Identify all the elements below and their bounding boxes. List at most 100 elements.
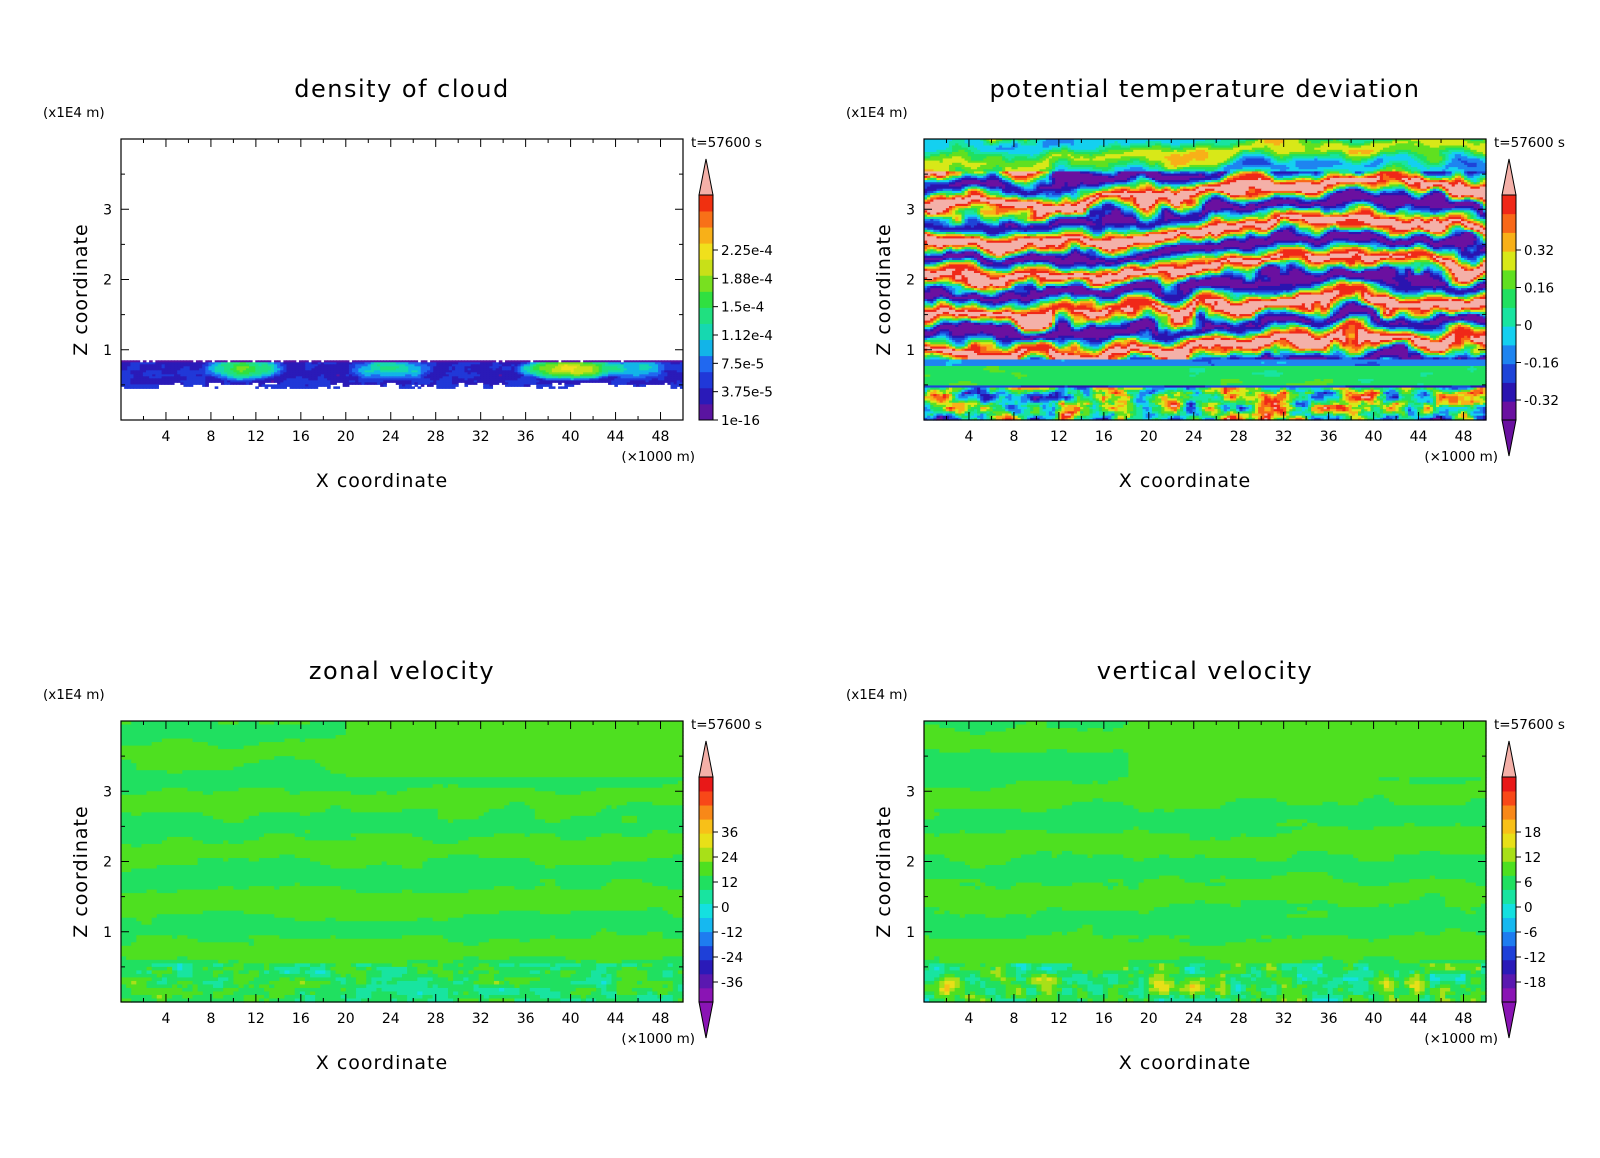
cloud-cell	[255, 364, 259, 367]
cloud-cell	[186, 362, 191, 365]
cloud-cell	[380, 360, 384, 363]
cloud-cell	[308, 364, 312, 367]
contour-field	[924, 139, 1487, 421]
cloud-cell	[167, 364, 172, 367]
cloud-cell	[423, 364, 428, 367]
cloud-cell	[270, 386, 275, 389]
cloud-cell	[414, 384, 419, 387]
cloud-cell	[583, 380, 587, 383]
cloud-cell	[430, 364, 434, 367]
cloud-cell	[448, 364, 453, 367]
cloud-cell	[458, 364, 462, 367]
cloud-cell	[302, 360, 306, 363]
cloud-cell	[352, 360, 356, 363]
cloud-cell	[636, 364, 640, 367]
cloud-cell	[174, 364, 178, 367]
cloud-cell	[267, 366, 272, 369]
cloud-cell	[333, 362, 337, 365]
cloud-cell	[542, 364, 547, 367]
cloud-cell	[261, 362, 266, 365]
cloud-cell	[517, 362, 522, 365]
cloud-cell	[186, 366, 191, 369]
cloud-cell	[583, 364, 587, 367]
cloud-cell	[195, 360, 200, 363]
cloud-cell	[576, 360, 581, 363]
cloud-cell	[336, 364, 341, 367]
cloud-cell	[526, 362, 531, 365]
cloud-cell	[230, 360, 234, 363]
cloud-cell	[192, 362, 197, 365]
cloud-cell	[470, 364, 475, 367]
cloud-cell	[270, 364, 275, 367]
cloud-cell	[199, 360, 203, 363]
colorbar-swatch	[699, 195, 713, 212]
cloud-cell	[483, 360, 487, 363]
cloud-cell	[489, 364, 494, 367]
cloud-cell	[355, 382, 359, 385]
cloud-cell	[202, 384, 206, 387]
cloud-cell	[451, 360, 456, 363]
colorbar-swatch	[699, 243, 713, 260]
cloud-cell	[501, 364, 506, 367]
cloud-cell	[280, 386, 284, 389]
cloud-cell	[558, 386, 562, 389]
cloud-cell	[286, 364, 291, 367]
cloud-cell	[327, 360, 331, 363]
cloud-cell	[408, 386, 412, 389]
cloud-cell	[130, 366, 134, 369]
cloud-cell	[423, 382, 428, 385]
colorbar-swatch	[699, 355, 713, 373]
cloud-cell	[227, 362, 231, 365]
cloud-cell	[214, 366, 219, 369]
cloud-cell	[205, 364, 209, 367]
cloud-cell	[417, 366, 422, 369]
cloud-cell	[242, 360, 247, 363]
cloud-cell	[461, 364, 465, 367]
cloud-cell	[267, 362, 272, 365]
cloud-cell	[570, 364, 575, 367]
cloud-cell	[317, 362, 322, 365]
cloud-cell	[208, 364, 213, 367]
colorbar-swatch	[699, 403, 713, 421]
cloud-cell	[220, 382, 225, 385]
cloud-cell	[433, 362, 437, 365]
cloud-cell	[298, 360, 303, 363]
cloud-cell	[661, 364, 665, 367]
cloud-cell	[364, 362, 369, 365]
cloud-cell	[367, 362, 372, 365]
cloud-cell	[224, 360, 228, 363]
cloud-cell	[373, 360, 378, 363]
cloud-cell	[411, 364, 415, 367]
cloud-cell	[408, 362, 412, 365]
cloud-cell	[286, 384, 291, 387]
cloud-cell	[402, 362, 406, 365]
cloud-cell	[548, 364, 553, 367]
cloud-cell	[230, 364, 234, 367]
cloud-cell	[348, 382, 353, 385]
cloud-cell	[183, 366, 188, 369]
cloud-cell	[142, 360, 147, 363]
cloud-cell	[398, 362, 403, 365]
cloud-cell	[433, 382, 437, 385]
cloud-cell	[386, 360, 391, 363]
cloud-cell	[361, 366, 366, 369]
cloud-cell	[545, 362, 550, 365]
cloud-cell	[152, 362, 156, 365]
cloud-cell	[455, 360, 459, 363]
cloud-cell	[133, 364, 138, 367]
cloud-cell	[180, 364, 184, 367]
cloud-cell	[336, 362, 341, 365]
cloud-cell	[536, 364, 540, 367]
cloud-cell	[423, 366, 428, 369]
cloud-cell	[570, 360, 575, 363]
cloud-cell	[280, 364, 284, 367]
cloud-cell	[645, 362, 650, 365]
cloud-cell	[377, 364, 381, 367]
cloud-cell	[233, 360, 238, 363]
cloud-cell	[611, 362, 615, 365]
cloud-cell	[623, 382, 628, 385]
cloud-cell	[355, 366, 359, 369]
cloud-cell	[451, 386, 456, 389]
cloud-cell	[498, 360, 503, 363]
x-unit-label: (×1000 m)	[621, 449, 695, 465]
